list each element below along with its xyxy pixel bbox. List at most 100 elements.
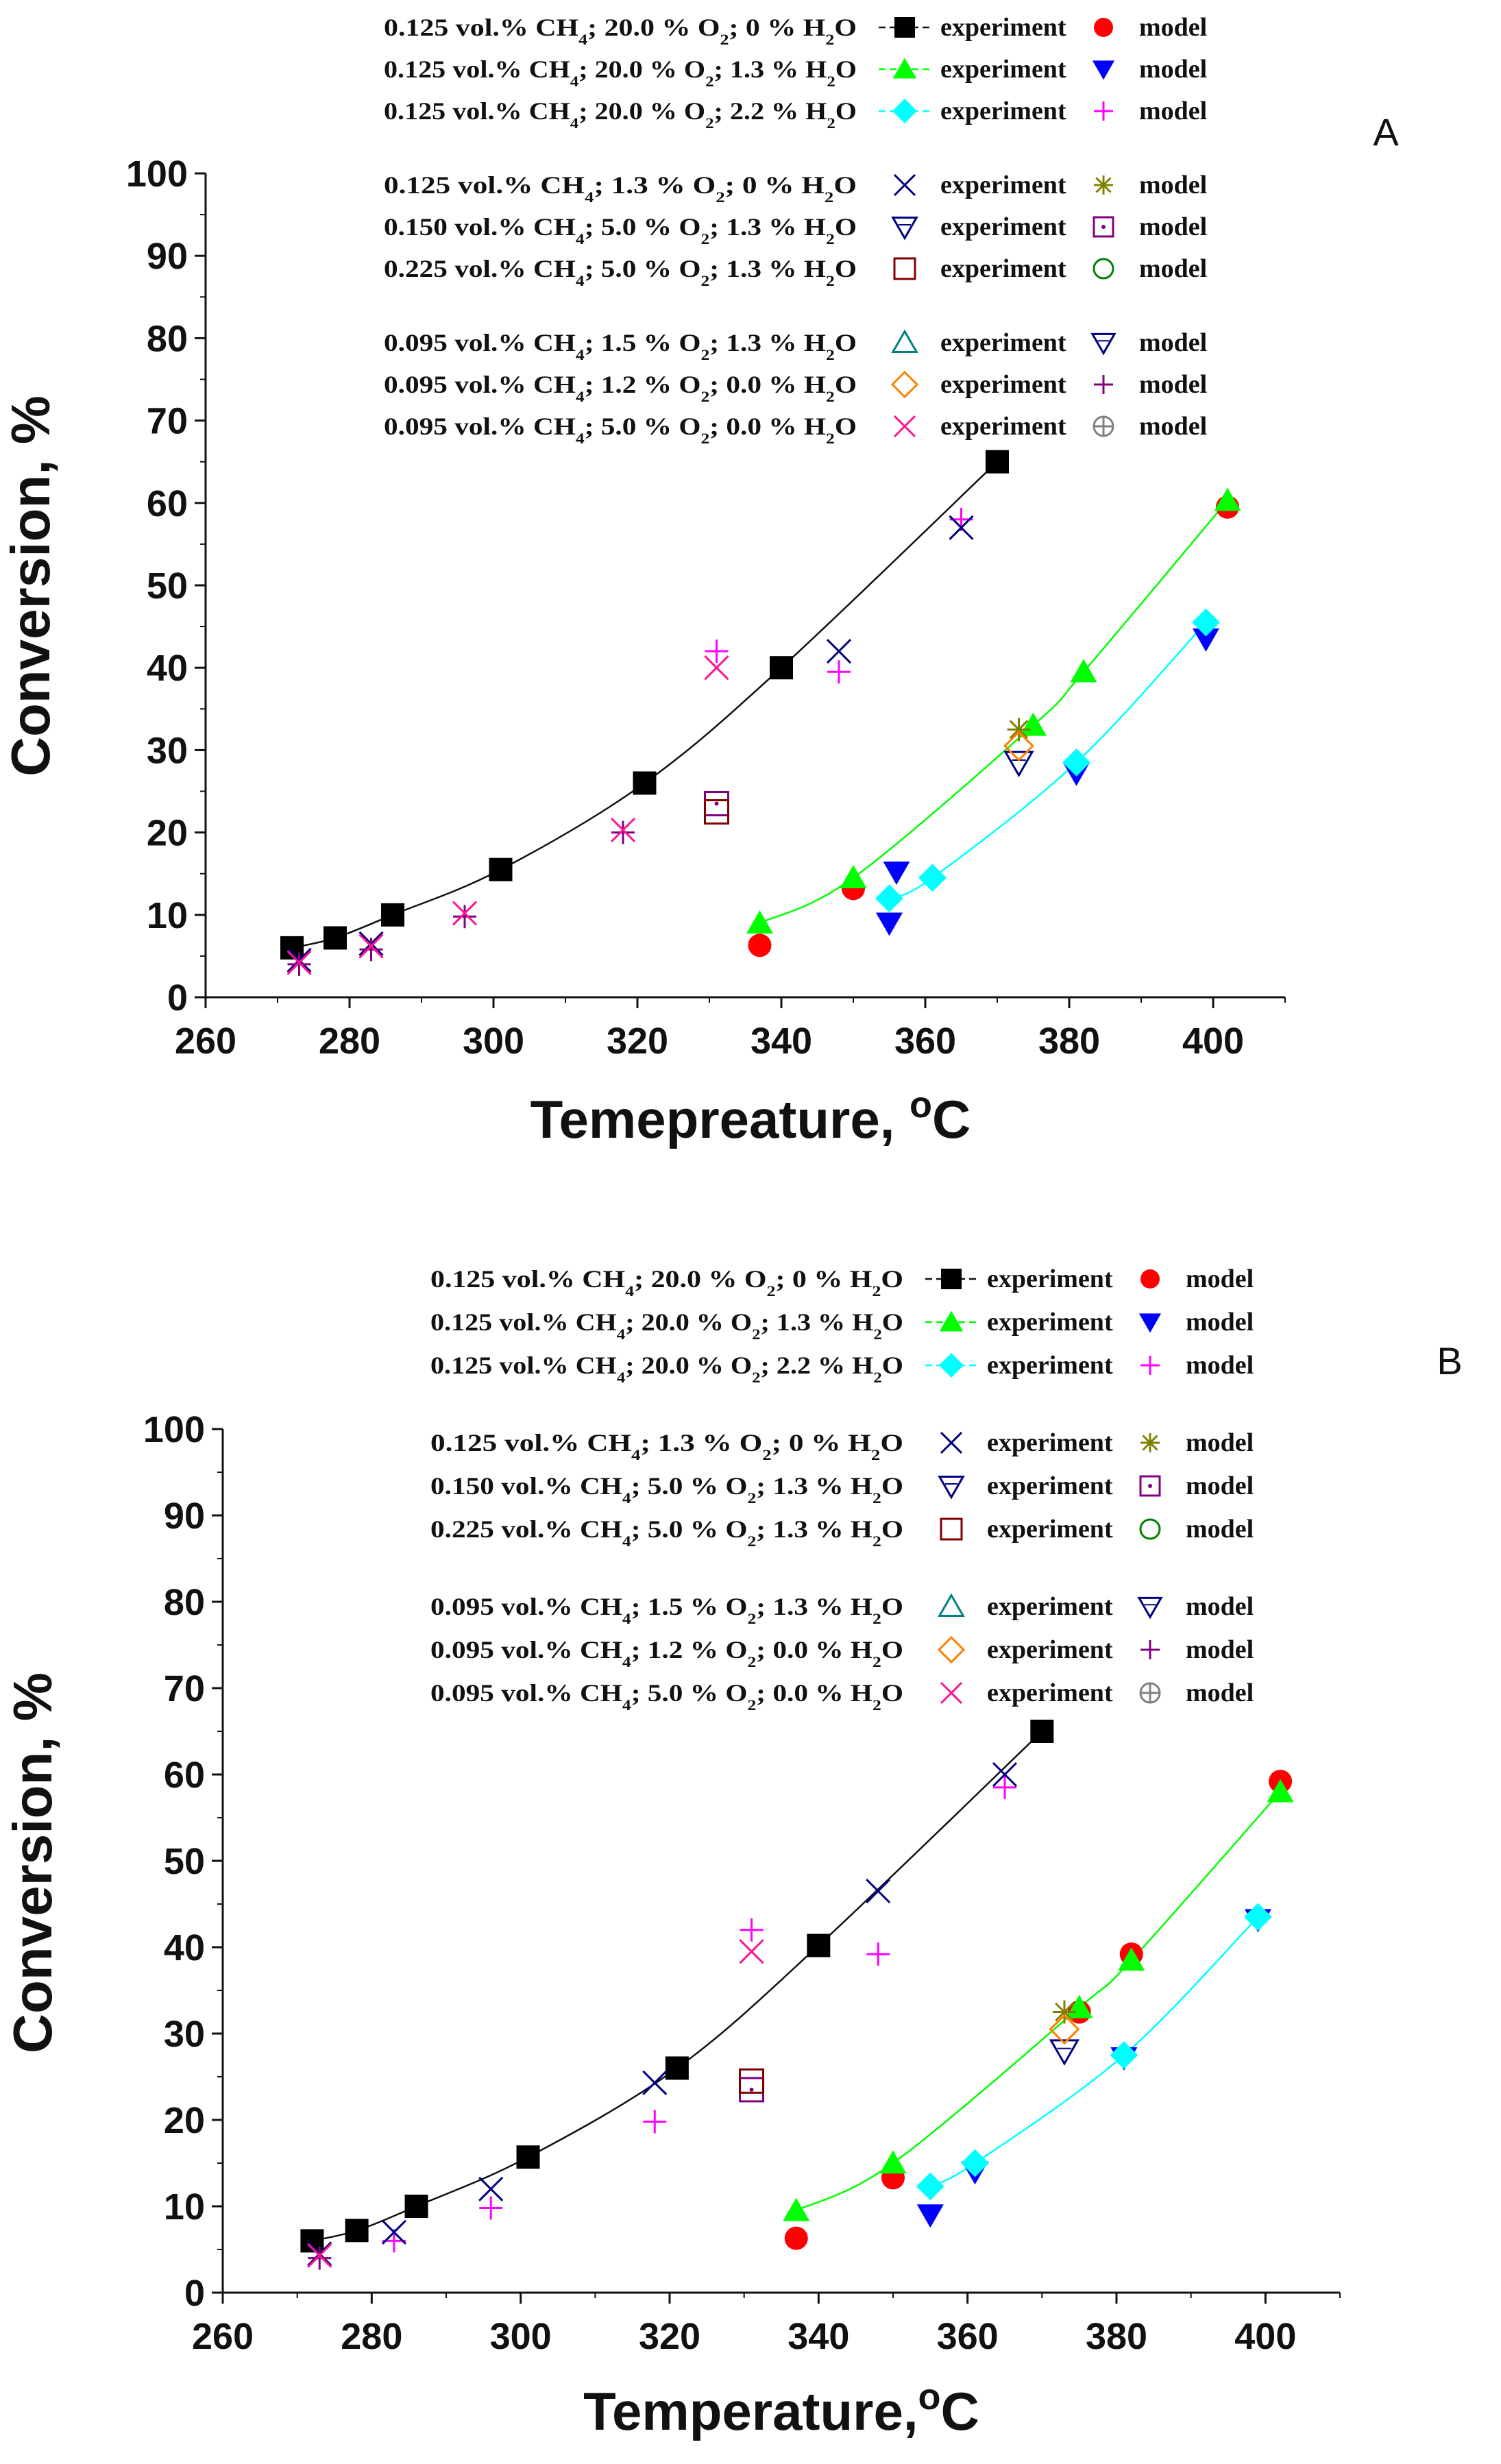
x-tick-label: 400 bbox=[1234, 2316, 1296, 2357]
legend-condition: 0.125 vol.% CH 4; 20.0 % O 2; 0 % H 2O bbox=[430, 1265, 903, 1300]
legend-marker-s2 bbox=[939, 1310, 964, 1332]
legend-marker-m6 bbox=[1139, 1518, 1161, 1540]
data-point-s6 bbox=[739, 2068, 765, 2094]
y-tick-label: 30 bbox=[164, 2014, 205, 2055]
data-point-s1 bbox=[770, 656, 793, 680]
data-point-m2 bbox=[875, 912, 903, 936]
data-point-s1 bbox=[516, 2145, 540, 2169]
legend-marker-m4 bbox=[1140, 1433, 1160, 1452]
legend-model-label: model bbox=[1139, 55, 1207, 84]
legend-marker-m1 bbox=[1140, 1269, 1160, 1289]
legend-marker-m9 bbox=[1139, 1682, 1161, 1704]
legend-condition: 0.125 vol.% CH 4; 20.0 % O 2; 1.3 % H 2O bbox=[384, 56, 857, 90]
legend-marker-m1 bbox=[1094, 18, 1113, 37]
x-tick-label: 380 bbox=[1038, 1021, 1100, 1062]
legend-label: experiment bbox=[987, 1265, 1113, 1293]
data-point-m3 bbox=[643, 2110, 667, 2134]
data-point-s1 bbox=[324, 926, 347, 950]
legend-marker-m7 bbox=[1090, 332, 1116, 356]
data-point-m3 bbox=[866, 1942, 890, 1966]
legend-label: experiment bbox=[987, 1679, 1113, 1707]
legend-condition: 0.095 vol.% CH 4; 5.0 % O 2; 0.0 % H 2O bbox=[384, 413, 857, 447]
y-tick-label: 50 bbox=[147, 565, 188, 607]
legend-marker-s3 bbox=[939, 1353, 964, 1378]
data-point-s3 bbox=[1062, 748, 1090, 777]
panel-label: B bbox=[1437, 1339, 1462, 1382]
legend-condition: 0.125 vol.% CH 4; 1.3 % O 2; 0 % H 2O bbox=[384, 171, 857, 206]
legend-label: experiment bbox=[987, 1592, 1113, 1621]
series-line-s1 bbox=[291, 461, 998, 949]
legend-model-label: model bbox=[1186, 1679, 1254, 1707]
x-tick-label: 360 bbox=[937, 2316, 999, 2357]
legend-marker-s5 bbox=[938, 1476, 965, 1500]
legend-label: experiment bbox=[987, 1351, 1113, 1380]
legend-marker-m4 bbox=[1094, 175, 1113, 195]
data-point-s5 bbox=[1003, 751, 1034, 778]
y-tick-label: 70 bbox=[164, 1668, 205, 1709]
x-tick-label: 280 bbox=[319, 1021, 380, 1062]
chart-panel-a: 0 10 20 30 40 50 60 70 80 90 100 260 280 300 320 340 360… bbox=[0, 13, 1399, 1149]
x-tick-label: 300 bbox=[463, 1021, 524, 1062]
x-tick-label: 360 bbox=[894, 1021, 956, 1062]
legend-label: experiment bbox=[987, 1428, 1113, 1457]
data-point-s3 bbox=[875, 884, 903, 913]
x-tick-label: 340 bbox=[750, 1021, 812, 1062]
data-point-s3 bbox=[1110, 2041, 1138, 2069]
series-line-s2 bbox=[759, 500, 1228, 924]
legend-marker-m2 bbox=[1092, 60, 1115, 80]
data-point-s6 bbox=[704, 799, 729, 825]
y-tick-label: 40 bbox=[147, 648, 188, 689]
data-point-s8 bbox=[1003, 730, 1035, 761]
y-axis-title: Conversion, % bbox=[2, 1672, 63, 2053]
series-line-s3 bbox=[929, 1916, 1259, 2188]
legend-model-label: model bbox=[1139, 171, 1207, 199]
data-point-s2 bbox=[783, 2197, 810, 2221]
legend-label: experiment bbox=[940, 13, 1066, 42]
data-point-s1 bbox=[807, 1934, 831, 1957]
chart-panel-b: 0 10 20 30 40 50 60 70 80 90 100 260 280 300 320 340 360… bbox=[2, 1265, 1463, 2441]
data-point-s3 bbox=[1192, 608, 1220, 637]
legend-marker-m5 bbox=[1093, 216, 1114, 238]
legend-marker-s8 bbox=[937, 1635, 966, 1664]
legend-marker-s1 bbox=[894, 17, 915, 38]
legend-marker-m9 bbox=[1093, 415, 1114, 437]
legend-label: experiment bbox=[940, 412, 1066, 441]
data-point-s1 bbox=[489, 857, 513, 881]
legend-condition: 0.150 vol.% CH 4; 5.0 % O 2; 1.3 % H 2O bbox=[430, 1472, 903, 1507]
data-point-m3 bbox=[740, 1918, 764, 1942]
legend-condition: 0.095 vol.% CH 4; 1.5 % O 2; 1.3 % H 2O bbox=[430, 1593, 903, 1627]
data-point-m8 bbox=[611, 820, 635, 844]
legend-condition: 0.125 vol.% CH 4; 1.3 % O 2; 0 % H 2O bbox=[430, 1429, 903, 1463]
data-point-m5 bbox=[704, 791, 729, 817]
legend-label: experiment bbox=[940, 171, 1066, 199]
legend-condition: 0.125 vol.% CH 4; 20.0 % O 2; 0 % H 2O bbox=[384, 14, 857, 48]
x-tick-label: 400 bbox=[1182, 1021, 1244, 1062]
data-point-s2 bbox=[1267, 1779, 1294, 1803]
legend-condition: 0.095 vol.% CH 4; 5.0 % O 2; 0.0 % H 2O bbox=[430, 1679, 903, 1713]
x-tick-label: 260 bbox=[175, 1021, 236, 1062]
legend-model-label: model bbox=[1186, 1635, 1254, 1664]
legend-condition: 0.095 vol.% CH 4; 1.5 % O 2; 1.3 % H 2O bbox=[384, 329, 857, 363]
legend-label: experiment bbox=[940, 55, 1066, 84]
data-point-m3 bbox=[827, 660, 851, 684]
legend-model-label: model bbox=[1186, 1592, 1254, 1621]
legend-model-label: model bbox=[1186, 1351, 1254, 1380]
data-point-s9 bbox=[286, 950, 312, 975]
legend-label: experiment bbox=[987, 1472, 1113, 1500]
data-point-s4 bbox=[826, 639, 852, 664]
data-point-s9 bbox=[358, 934, 384, 959]
data-point-m4 bbox=[1052, 2000, 1076, 2024]
legend-marker-s9 bbox=[940, 1681, 963, 1705]
legend-label: experiment bbox=[987, 1515, 1113, 1544]
data-point-s9 bbox=[307, 2243, 332, 2268]
legend-label: experiment bbox=[940, 97, 1066, 125]
legend-marker-m6 bbox=[1093, 258, 1114, 280]
data-point-m1 bbox=[748, 934, 772, 957]
y-tick-label: 0 bbox=[184, 2273, 205, 2314]
legend-marker-m3 bbox=[1094, 101, 1113, 121]
data-point-m3 bbox=[993, 1775, 1016, 1799]
legend-model-label: model bbox=[1139, 328, 1207, 357]
x-tick-label: 260 bbox=[192, 2316, 254, 2357]
data-point-s1 bbox=[1030, 1720, 1054, 1743]
